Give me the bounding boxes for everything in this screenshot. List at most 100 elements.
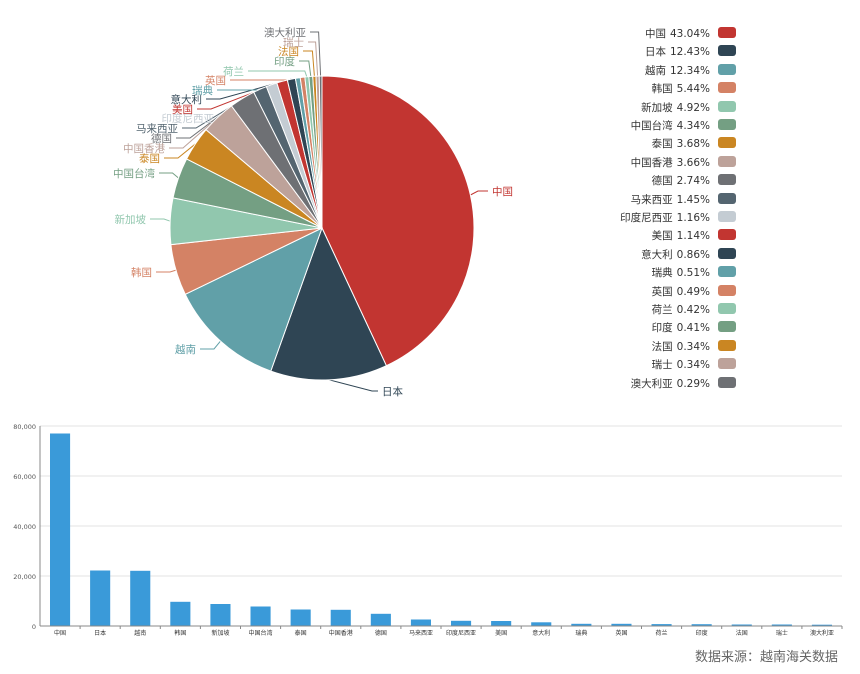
pie-slice-group xyxy=(169,75,475,381)
legend-text: 英国 0.49% xyxy=(652,284,710,299)
legend-swatch xyxy=(718,119,736,130)
pie-label-8: 德国 xyxy=(151,132,172,145)
pie-leader-5 xyxy=(159,172,179,179)
bar-7[interactable] xyxy=(330,609,351,627)
legend-label: 日本 xyxy=(644,46,666,59)
pie-label-11: 美国 xyxy=(172,103,193,116)
legend-item-7[interactable]: 中国香港 3.66% xyxy=(620,153,738,171)
legend-item-17[interactable]: 法国 0.34% xyxy=(620,337,738,355)
legend-label: 泰国 xyxy=(651,138,673,151)
bar-10[interactable] xyxy=(451,620,472,627)
pie-label-12: 意大利 xyxy=(171,93,203,106)
bar-1[interactable] xyxy=(90,570,111,627)
legend-item-19[interactable]: 澳大利亚 0.29% xyxy=(620,374,738,392)
legend-percent: 3.68% xyxy=(676,138,710,151)
bar-ytick-label: 60,000 xyxy=(13,473,36,481)
bar-category-label: 韩国 xyxy=(174,629,186,637)
bar-category-label: 中国 xyxy=(54,629,66,637)
pie-leader-3 xyxy=(156,269,177,273)
legend-item-9[interactable]: 马来西亚 1.45% xyxy=(620,190,738,208)
legend-item-4[interactable]: 新加坡 4.92% xyxy=(620,98,738,116)
legend-label: 中国 xyxy=(644,28,666,40)
legend-percent: 0.29% xyxy=(676,377,710,390)
legend-percent: 12.34% xyxy=(669,64,710,77)
legend-label: 美国 xyxy=(651,230,673,243)
bar-19[interactable] xyxy=(811,624,832,626)
legend-text: 澳大利亚 0.29% xyxy=(631,376,710,391)
legend-item-11[interactable]: 美国 1.14% xyxy=(620,226,738,244)
legend-text: 德国 2.74% xyxy=(652,173,710,188)
legend-item-3[interactable]: 韩国 5.44% xyxy=(620,79,738,97)
bar-category-label: 泰国 xyxy=(295,629,307,637)
legend-swatch xyxy=(718,266,736,278)
legend-item-1[interactable]: 日本 12.43% xyxy=(620,42,738,60)
legend-item-15[interactable]: 荷兰 0.42% xyxy=(620,300,738,318)
bar-8[interactable] xyxy=(370,613,391,627)
bar-3[interactable] xyxy=(170,601,191,627)
legend-percent: 12.43% xyxy=(669,46,710,59)
bar-17[interactable] xyxy=(731,624,752,627)
legend-item-10[interactable]: 印度尼西亚 1.16% xyxy=(620,208,738,226)
pie-leader-2 xyxy=(200,340,221,350)
legend-text: 瑞士 0.34% xyxy=(652,357,710,372)
legend-swatch xyxy=(718,303,736,314)
bar-0[interactable] xyxy=(50,433,71,627)
pie-label-4: 新加坡 xyxy=(115,213,147,226)
legend-text: 中国台湾 4.34% xyxy=(631,118,710,133)
pie-slice-2[interactable] xyxy=(184,227,323,372)
pie-leader-6 xyxy=(164,143,196,159)
pie-leader-17 xyxy=(303,50,315,77)
legend-item-6[interactable]: 泰国 3.68% xyxy=(620,134,738,152)
bar-15[interactable] xyxy=(651,624,672,626)
bar-category-label: 中国台湾 xyxy=(249,629,273,637)
legend-text: 法国 0.34% xyxy=(652,339,710,354)
bar-category-label: 印度 xyxy=(696,629,708,637)
legend-label: 英国 xyxy=(651,285,673,298)
legend-percent: 0.34% xyxy=(676,359,710,372)
bar-4[interactable] xyxy=(210,604,231,626)
legend-label: 中国台湾 xyxy=(630,120,673,132)
legend-swatch xyxy=(718,284,736,296)
legend-percent: 0.51% xyxy=(676,267,710,280)
legend-item-0[interactable]: 中国 43.04% xyxy=(620,24,738,42)
bar-16[interactable] xyxy=(691,624,712,626)
bar-category-label: 新加坡 xyxy=(211,629,229,637)
legend-item-8[interactable]: 德国 2.74% xyxy=(620,171,738,189)
bar-2[interactable] xyxy=(130,570,151,627)
bar-category-label: 中国香港 xyxy=(329,629,353,637)
pie-label-17: 法国 xyxy=(278,45,299,58)
pie-leader-4 xyxy=(150,218,171,222)
pie-slice-0[interactable] xyxy=(321,75,475,367)
bar-9[interactable] xyxy=(410,619,431,627)
legend-text: 日本 12.43% xyxy=(645,44,710,59)
legend-item-18[interactable]: 瑞士 0.34% xyxy=(620,355,738,373)
legend-label: 意大利 xyxy=(641,248,673,261)
legend-text: 越南 12.34% xyxy=(645,63,710,78)
bar-5[interactable] xyxy=(250,606,271,627)
legend-swatch xyxy=(718,100,736,112)
legend-item-5[interactable]: 中国台湾 4.34% xyxy=(620,116,738,134)
legend-item-2[interactable]: 越南 12.34% xyxy=(620,61,738,79)
bar-11[interactable] xyxy=(491,621,512,626)
legend-text: 马来西亚 1.45% xyxy=(631,192,710,207)
legend-item-16[interactable]: 印度 0.41% xyxy=(620,318,738,336)
pie-label-6: 泰国 xyxy=(139,152,160,165)
legend-item-13[interactable]: 瑞典 0.51% xyxy=(620,263,738,281)
bar-category-label: 瑞士 xyxy=(776,629,788,637)
bar-ytick-label: 0 xyxy=(32,623,36,631)
bar-12[interactable] xyxy=(531,622,552,627)
legend-text: 泰国 3.68% xyxy=(652,136,710,151)
pie-slice-1[interactable] xyxy=(270,226,388,381)
legend-text: 荷兰 0.42% xyxy=(652,302,710,317)
bar-14[interactable] xyxy=(611,623,632,626)
legend-swatch xyxy=(718,339,736,351)
legend-item-12[interactable]: 意大利 0.86% xyxy=(620,245,738,263)
bar-ytick-label: 20,000 xyxy=(13,573,36,581)
pie-label-3: 韩国 xyxy=(131,266,152,279)
bar-18[interactable] xyxy=(771,624,792,627)
pie-slice-19[interactable] xyxy=(318,75,323,229)
legend-item-14[interactable]: 英国 0.49% xyxy=(620,282,738,300)
pie-leader-15 xyxy=(248,70,308,77)
bar-13[interactable] xyxy=(571,623,592,627)
bar-6[interactable] xyxy=(290,609,311,627)
